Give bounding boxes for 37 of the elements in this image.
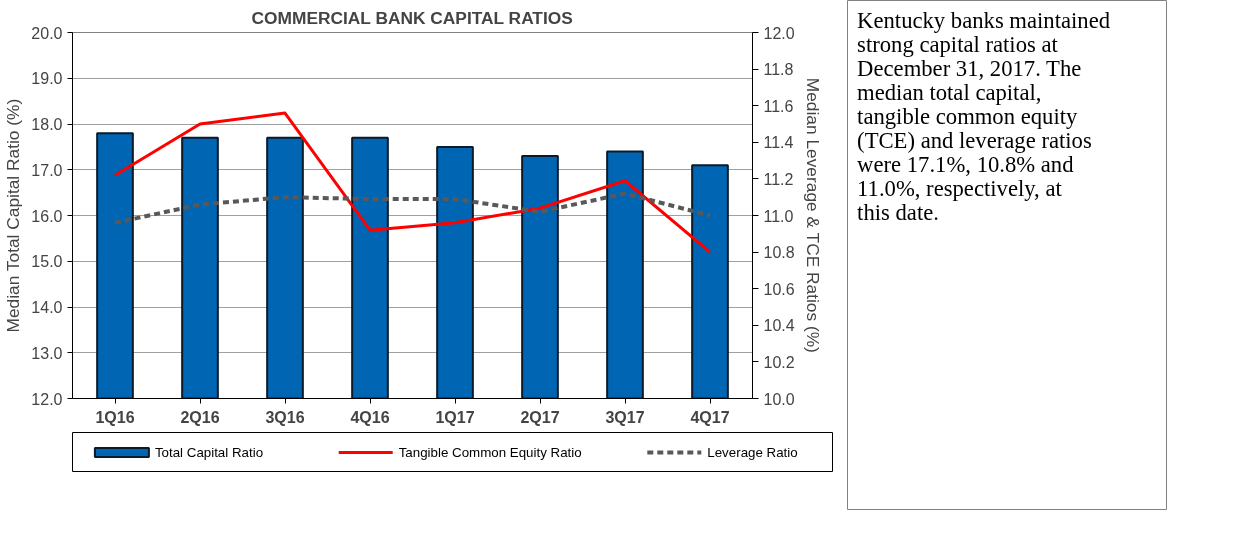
- x-tick-label: 2Q17: [520, 408, 560, 426]
- y-tick-label: 14.0: [31, 299, 63, 316]
- y2-tick-label: 10.6: [763, 280, 795, 298]
- x-tick-label: 1Q17: [435, 408, 475, 426]
- y2-tick-label: 10.8: [763, 244, 795, 262]
- y-tick-label: 17.0: [31, 161, 63, 179]
- x-tick-label: 3Q17: [605, 408, 645, 426]
- x-tick-label: 4Q16: [350, 408, 390, 426]
- legend-label: Leverage Ratio: [707, 445, 798, 460]
- chart-title: COMMERCIAL BANK CAPITAL RATIOS: [251, 7, 573, 28]
- y-tick-label: 15.0: [31, 253, 63, 271]
- x-tick-label: 4Q17: [690, 408, 730, 426]
- y-tick-label: 19.0: [31, 70, 63, 88]
- y-tick-label: 16.0: [31, 207, 63, 225]
- y-tick-label: 12.0: [31, 390, 63, 408]
- text: Kentucky banks maintained strong capital ratios at December 31, 2017. The median total capital, tangible common equity (TCE) and leverage ratios were 17.1%, 10.8% and 11.0%, respectively, at this date.: [857, 8, 1111, 225]
- y2-tick-label: 11.8: [763, 61, 794, 79]
- y-tick-label: 20.0: [31, 24, 63, 42]
- y2-tick-label: 10.0: [763, 390, 795, 408]
- y2-tick-label: 10.4: [763, 317, 795, 335]
- x-tick-label: 1Q16: [95, 408, 135, 426]
- y2-axis-title: Median Leverage & TCE Ratios (%): [802, 77, 823, 353]
- y-tick-label: 18.0: [31, 116, 63, 133]
- legend-label: Total Capital Ratio: [154, 445, 264, 460]
- line-series: [113, 191, 712, 225]
- x-tick-label: 3Q16: [265, 408, 305, 426]
- y2-tick-label: 11.0: [763, 207, 794, 225]
- legend-label: Tangible Common Equity Ratio: [398, 445, 582, 460]
- y2-tick-label: 12.0: [763, 24, 795, 42]
- y2-tick-label: 11.2: [763, 170, 794, 188]
- line-series: [113, 111, 712, 254]
- y-axis-title: Median Total Capital Ratio (%): [3, 98, 24, 333]
- y2-tick-label: 10.2: [763, 353, 795, 371]
- y2-tick-label: 11.6: [763, 97, 794, 115]
- y2-tick-label: 11.4: [763, 134, 794, 152]
- y-tick-label: 13.0: [31, 344, 63, 362]
- x-tick-label: 2Q16: [180, 408, 220, 426]
